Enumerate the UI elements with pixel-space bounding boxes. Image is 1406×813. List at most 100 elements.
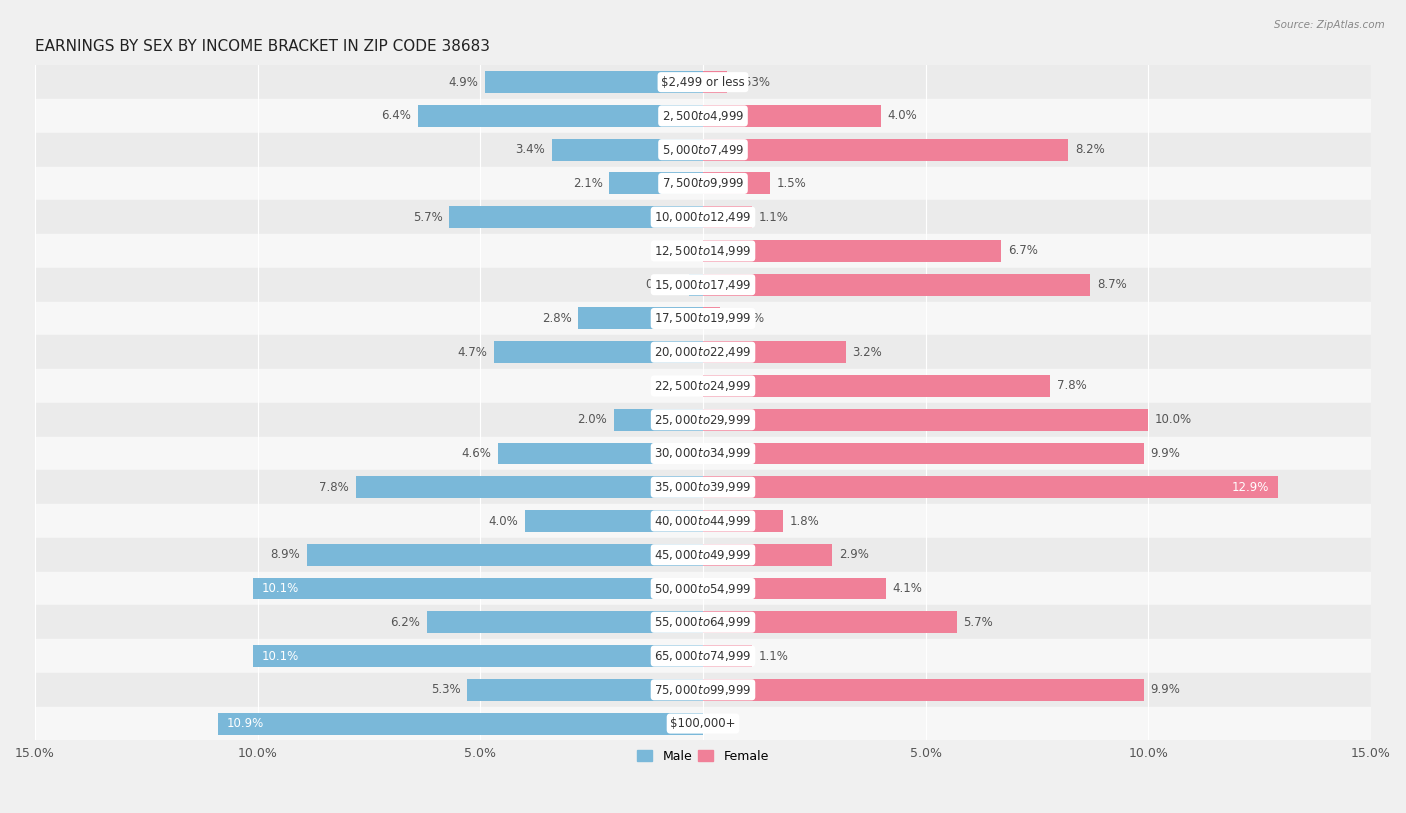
Text: 4.0%: 4.0%: [488, 515, 519, 528]
Bar: [35, 133, 1371, 167]
Text: $30,000 to $34,999: $30,000 to $34,999: [654, 446, 752, 460]
Text: 0.31%: 0.31%: [645, 278, 682, 291]
Bar: [703, 645, 752, 667]
Bar: [524, 510, 703, 532]
Bar: [494, 341, 703, 363]
Text: 2.9%: 2.9%: [839, 548, 869, 561]
Bar: [551, 139, 703, 161]
Bar: [35, 639, 1371, 673]
Bar: [35, 572, 1371, 606]
Text: 4.7%: 4.7%: [457, 346, 486, 359]
Text: 1.1%: 1.1%: [759, 211, 789, 224]
Bar: [703, 172, 770, 194]
Bar: [35, 267, 1371, 302]
Bar: [703, 207, 752, 228]
Text: $75,000 to $99,999: $75,000 to $99,999: [654, 683, 752, 697]
Bar: [689, 274, 703, 296]
Bar: [703, 679, 1144, 701]
Text: 0.0%: 0.0%: [710, 717, 740, 730]
Bar: [703, 139, 1069, 161]
Text: Source: ZipAtlas.com: Source: ZipAtlas.com: [1274, 20, 1385, 30]
Bar: [467, 679, 703, 701]
Bar: [35, 437, 1371, 471]
Text: $22,500 to $24,999: $22,500 to $24,999: [654, 379, 752, 393]
Text: EARNINGS BY SEX BY INCOME BRACKET IN ZIP CODE 38683: EARNINGS BY SEX BY INCOME BRACKET IN ZIP…: [35, 39, 489, 54]
Text: $35,000 to $39,999: $35,000 to $39,999: [654, 480, 752, 494]
Text: $55,000 to $64,999: $55,000 to $64,999: [654, 615, 752, 629]
Text: 10.1%: 10.1%: [262, 650, 299, 663]
Text: 4.9%: 4.9%: [449, 76, 478, 89]
Text: 5.7%: 5.7%: [413, 211, 443, 224]
Bar: [35, 673, 1371, 706]
Text: 0.53%: 0.53%: [734, 76, 770, 89]
Text: $2,500 to $4,999: $2,500 to $4,999: [662, 109, 744, 123]
Text: 8.7%: 8.7%: [1097, 278, 1126, 291]
Text: $45,000 to $49,999: $45,000 to $49,999: [654, 548, 752, 562]
Bar: [35, 65, 1371, 99]
Bar: [35, 99, 1371, 133]
Text: 5.7%: 5.7%: [963, 615, 993, 628]
Text: 3.2%: 3.2%: [852, 346, 882, 359]
Text: $15,000 to $17,499: $15,000 to $17,499: [654, 278, 752, 292]
Text: 9.9%: 9.9%: [1150, 683, 1181, 696]
Bar: [35, 200, 1371, 234]
Bar: [703, 375, 1050, 397]
Bar: [703, 544, 832, 566]
Bar: [35, 369, 1371, 403]
Bar: [703, 341, 845, 363]
Bar: [485, 72, 703, 93]
Text: 9.9%: 9.9%: [1150, 447, 1181, 460]
Bar: [578, 307, 703, 329]
Bar: [307, 544, 703, 566]
Bar: [703, 611, 957, 633]
Bar: [35, 706, 1371, 741]
Text: 2.0%: 2.0%: [578, 413, 607, 426]
Text: $50,000 to $54,999: $50,000 to $54,999: [654, 581, 752, 595]
Text: 7.8%: 7.8%: [1057, 380, 1087, 393]
Bar: [614, 409, 703, 431]
Text: 0.39%: 0.39%: [727, 312, 765, 325]
Bar: [35, 234, 1371, 267]
Bar: [253, 577, 703, 599]
Text: $2,499 or less: $2,499 or less: [661, 76, 745, 89]
Text: 5.3%: 5.3%: [430, 683, 460, 696]
Bar: [418, 105, 703, 127]
Text: $65,000 to $74,999: $65,000 to $74,999: [654, 649, 752, 663]
Bar: [253, 645, 703, 667]
Bar: [703, 105, 882, 127]
Text: $7,500 to $9,999: $7,500 to $9,999: [662, 176, 744, 190]
Text: $40,000 to $44,999: $40,000 to $44,999: [654, 514, 752, 528]
Bar: [35, 403, 1371, 437]
Text: 12.9%: 12.9%: [1232, 480, 1268, 493]
Text: $12,500 to $14,999: $12,500 to $14,999: [654, 244, 752, 258]
Text: 8.9%: 8.9%: [270, 548, 299, 561]
Bar: [356, 476, 703, 498]
Text: 1.5%: 1.5%: [776, 177, 806, 190]
Bar: [498, 442, 703, 464]
Text: 2.1%: 2.1%: [572, 177, 603, 190]
Text: 8.2%: 8.2%: [1076, 143, 1105, 156]
Bar: [427, 611, 703, 633]
Text: 10.0%: 10.0%: [1156, 413, 1192, 426]
Bar: [609, 172, 703, 194]
Bar: [35, 606, 1371, 639]
Text: 2.8%: 2.8%: [541, 312, 572, 325]
Legend: Male, Female: Male, Female: [633, 745, 773, 768]
Text: $20,000 to $22,499: $20,000 to $22,499: [654, 346, 752, 359]
Bar: [35, 504, 1371, 538]
Text: 4.1%: 4.1%: [893, 582, 922, 595]
Text: $5,000 to $7,499: $5,000 to $7,499: [662, 142, 744, 157]
Bar: [703, 476, 1278, 498]
Text: $17,500 to $19,999: $17,500 to $19,999: [654, 311, 752, 325]
Text: 6.4%: 6.4%: [381, 110, 412, 123]
Bar: [703, 307, 720, 329]
Text: $100,000+: $100,000+: [671, 717, 735, 730]
Text: 10.1%: 10.1%: [262, 582, 299, 595]
Bar: [703, 240, 1001, 262]
Bar: [703, 72, 727, 93]
Text: $10,000 to $12,499: $10,000 to $12,499: [654, 211, 752, 224]
Bar: [703, 274, 1091, 296]
Text: 10.9%: 10.9%: [226, 717, 264, 730]
Text: 4.6%: 4.6%: [461, 447, 492, 460]
Bar: [35, 538, 1371, 572]
